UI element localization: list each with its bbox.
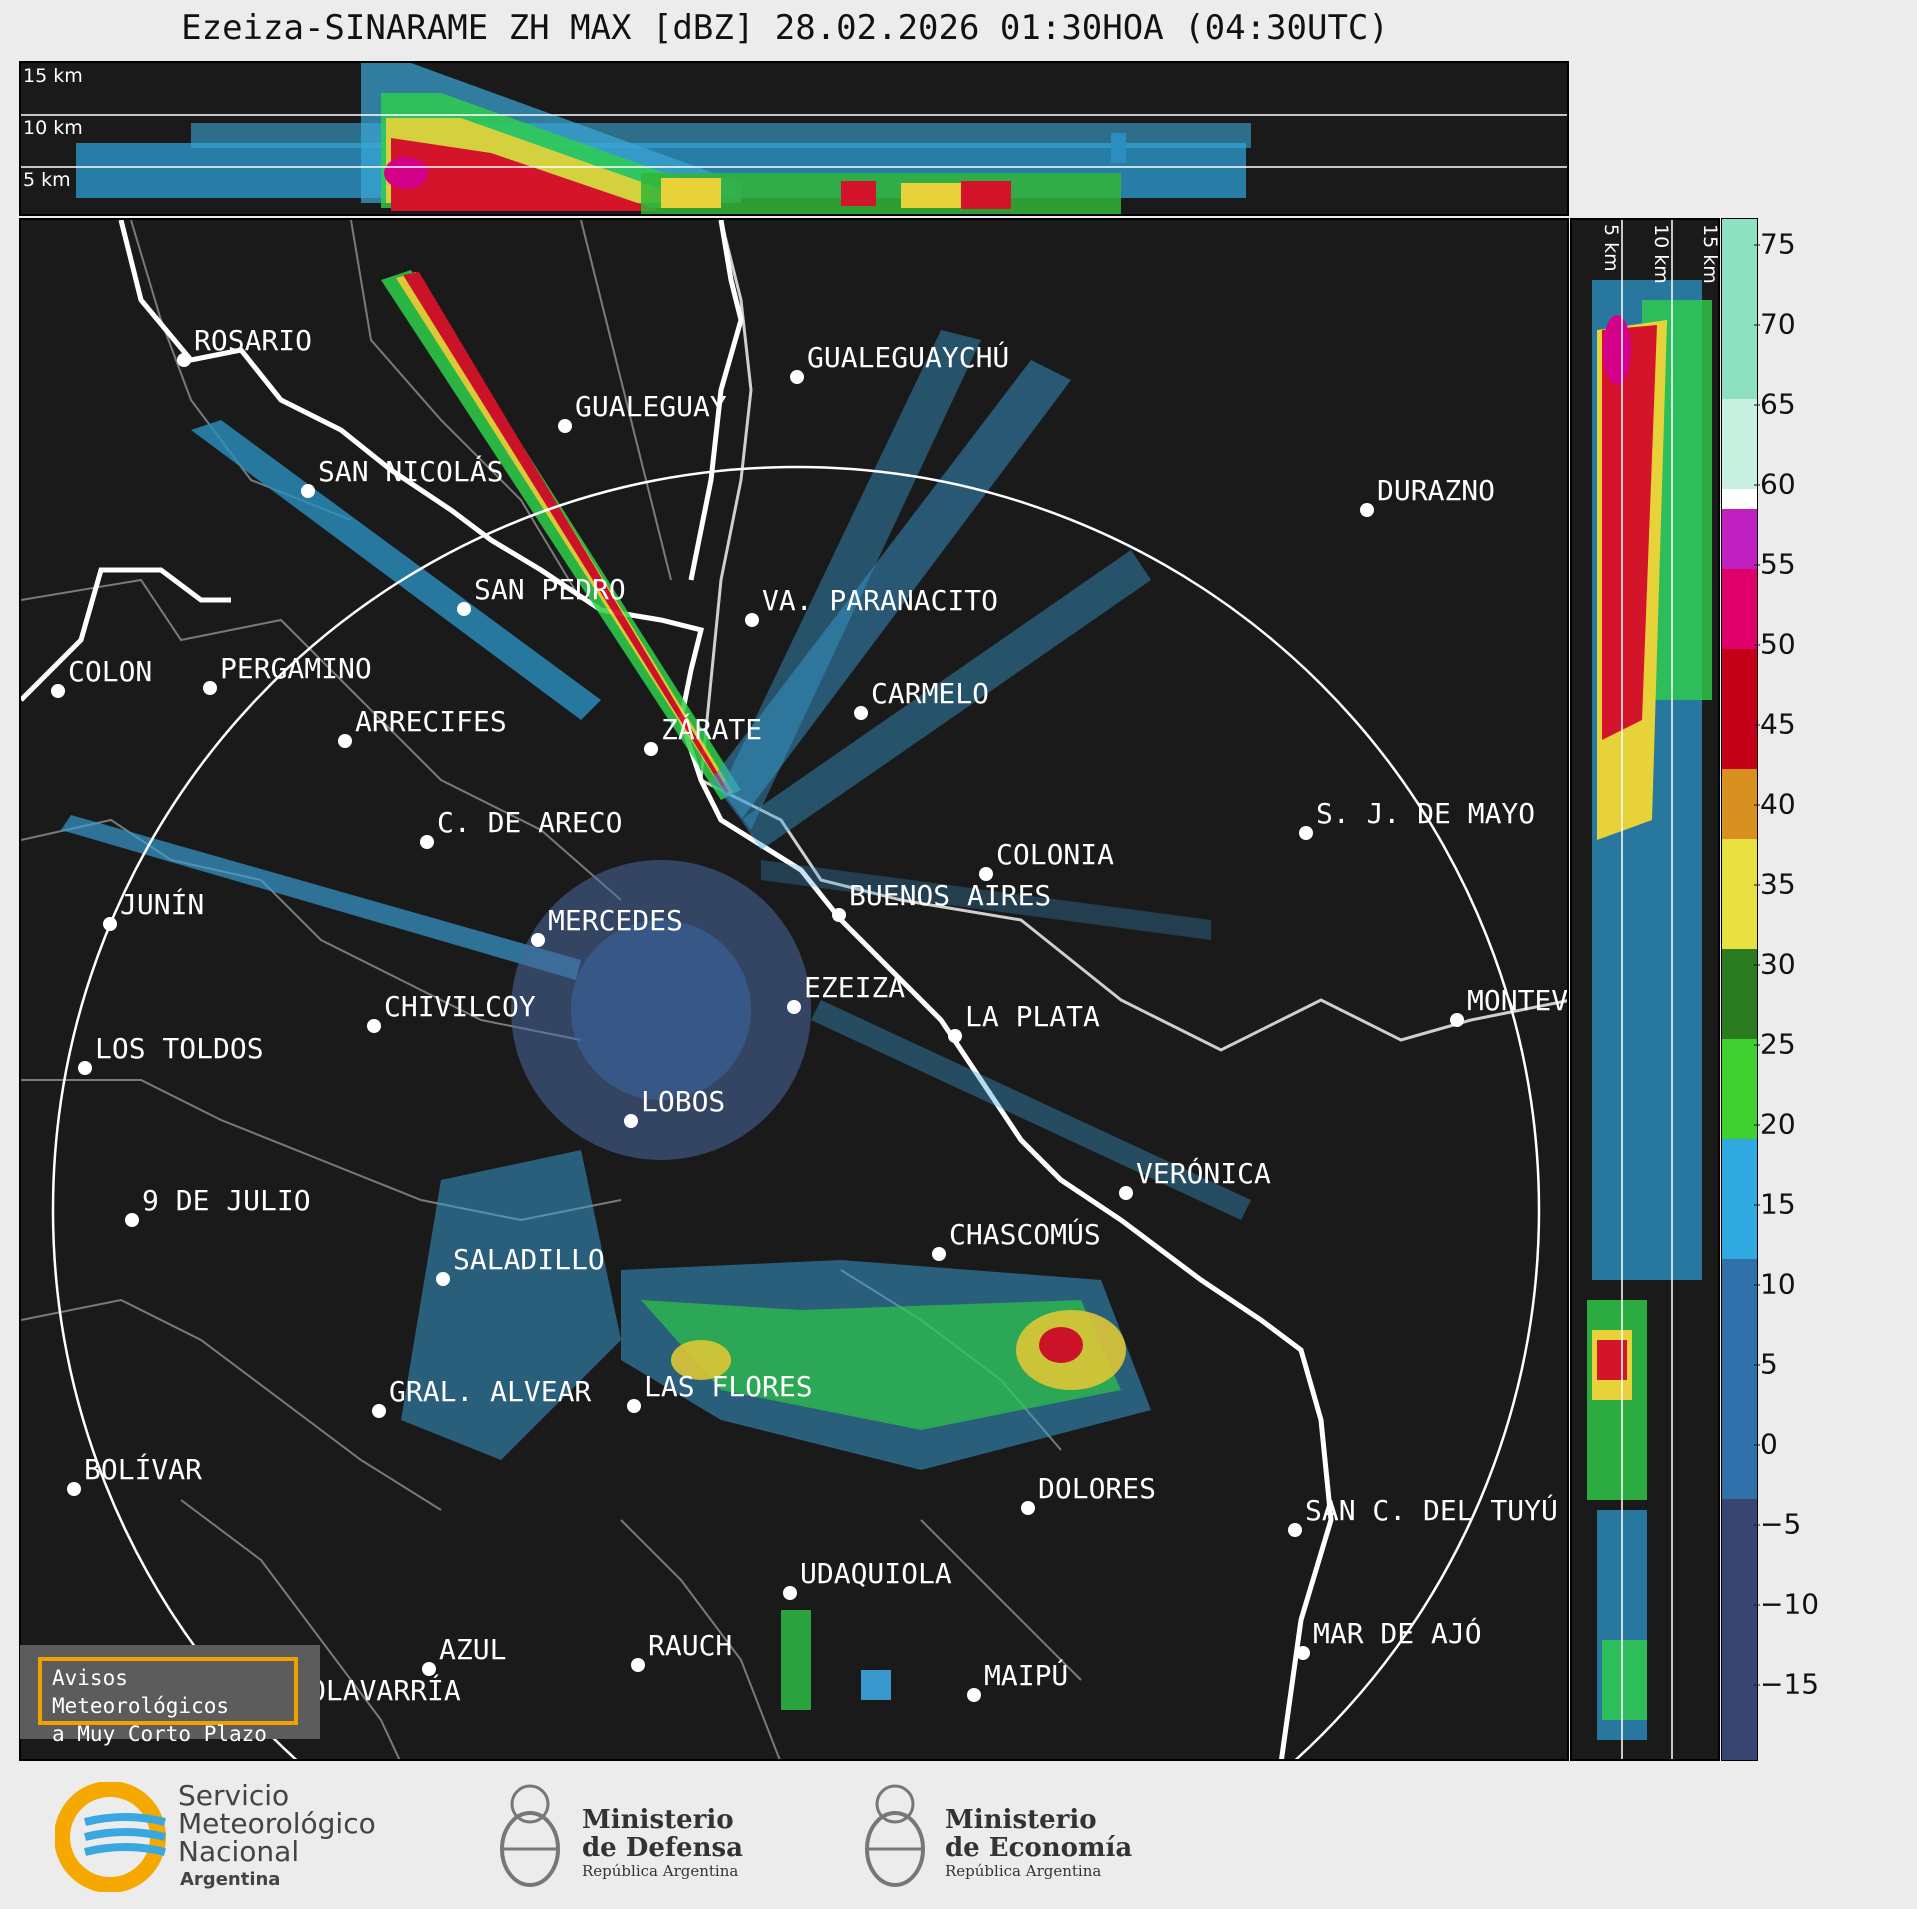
range-ring [51, 465, 1541, 1759]
province-borders [21, 220, 1082, 1759]
height-label-15km: 15 km [23, 65, 83, 87]
smn-logo-icon [55, 1782, 166, 1892]
colorbar-tick: 65 [1754, 387, 1796, 421]
footer-logos: Servicio Meteorológico Nacional Argentin… [0, 1762, 1917, 1909]
coat-of-arms-icon [865, 1784, 925, 1887]
coat-of-arms-icon [500, 1784, 560, 1887]
map-graphics [21, 220, 1567, 1759]
height-label-5km: 5 km [23, 169, 71, 191]
colorbar-tick: 40 [1754, 787, 1796, 821]
side-height-label-15km: 15 km [1699, 224, 1720, 284]
colorbar-tick: 50 [1754, 627, 1796, 661]
colorbar-tick: −10 [1753, 1587, 1820, 1621]
colorbar-tick: 45 [1754, 707, 1796, 741]
colorbar-tick: 55 [1754, 547, 1796, 581]
map-title: Ezeiza-SINARAME ZH MAX [dBZ] 28.02.2026 … [181, 8, 1389, 48]
economia-logo-text: Ministerio de Economía República Argenti… [945, 1805, 1133, 1880]
radar-echoes [61, 270, 1251, 1710]
top-cross-section-panel: 15 km 10 km 5 km [19, 61, 1569, 216]
radar-map[interactable]: ROSARIO GUALEGUAYCHÚ GUALEGUAY SAN NICOL… [19, 218, 1569, 1761]
warnings-line-2: a Muy Corto Plazo [52, 1722, 267, 1746]
side-height-label-10km: 10 km [1650, 224, 1672, 284]
smn-logo-text: Servicio Meteorológico Nacional Argentin… [178, 1779, 376, 1891]
coastline [21, 220, 1334, 1759]
side-cross-section-panel: 5 km 10 km 15 km [1570, 218, 1720, 1761]
colorbar-tick: 70 [1754, 307, 1796, 341]
colorbar-tick: 60 [1754, 467, 1796, 501]
warnings-link-frame[interactable]: Avisos Meteorológicos a Muy Corto Plazo [38, 1657, 298, 1746]
colorbar-tick: 25 [1754, 1027, 1796, 1061]
colorbar-tick: 15 [1754, 1187, 1796, 1221]
colorbar-tick: −5 [1753, 1507, 1802, 1541]
rivers [699, 220, 1567, 1052]
colorbar-tick: 5 [1754, 1347, 1778, 1381]
warnings-line-1: Avisos Meteorológicos [52, 1666, 230, 1718]
side-echo-band [1587, 280, 1712, 1740]
colorbar-tick: 0 [1754, 1427, 1778, 1461]
height-label-10km: 10 km [23, 117, 83, 139]
reflectivity-colorbar [1721, 218, 1758, 1761]
colorbar-tick: −15 [1753, 1667, 1820, 1701]
top-echo-band [76, 63, 1251, 214]
colorbar-tick: 30 [1754, 947, 1796, 981]
colorbar-tick: 75 [1754, 227, 1796, 261]
warnings-link-box[interactable]: Avisos Meteorológicos a Muy Corto Plazo [20, 1645, 320, 1746]
colorbar-tick: 35 [1754, 867, 1796, 901]
colorbar-tick: 10 [1754, 1267, 1796, 1301]
defensa-logo-text: Ministerio de Defensa República Argentin… [582, 1805, 743, 1880]
colorbar-tick: 20 [1754, 1107, 1796, 1141]
side-height-label-5km: 5 km [1600, 224, 1622, 272]
